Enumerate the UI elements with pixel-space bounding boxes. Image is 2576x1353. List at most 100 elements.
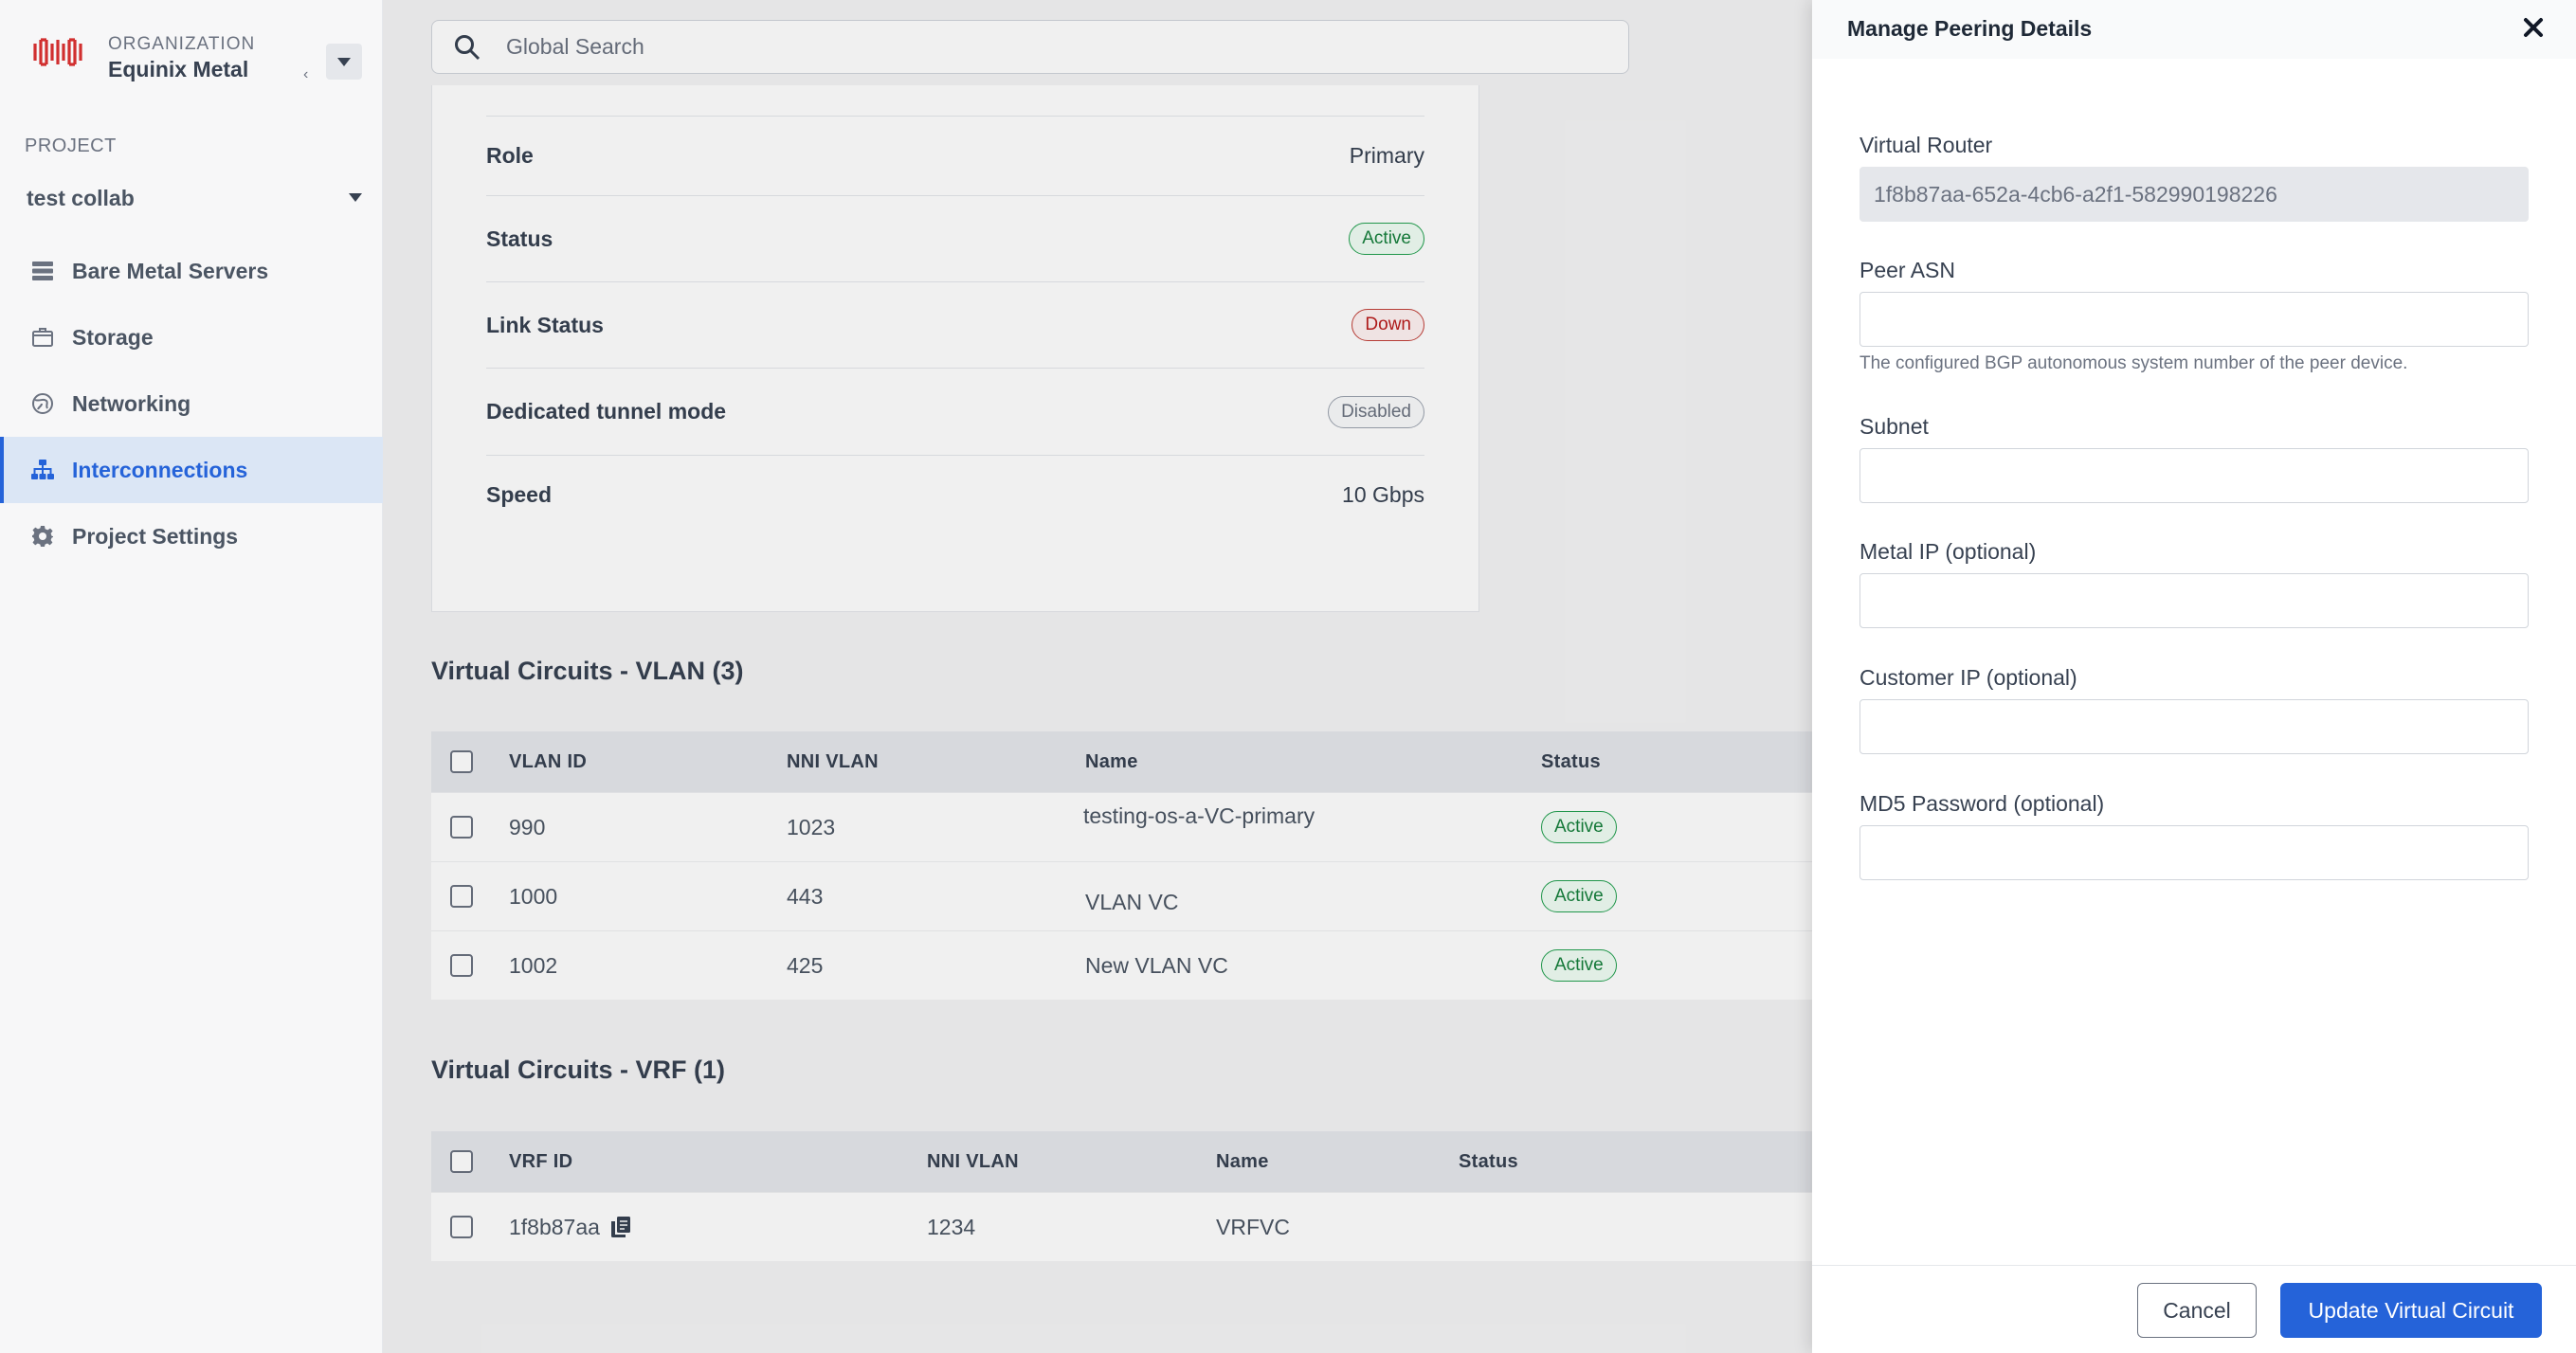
vrf-id: 1f8b87aa	[509, 1214, 600, 1239]
metal-ip-field[interactable]	[1859, 573, 2529, 628]
detail-row-role: Role Primary	[486, 116, 1424, 195]
organization-dropdown-button[interactable]	[326, 44, 362, 80]
copy-icon[interactable]	[610, 1217, 630, 1237]
sidebar-item-label: Project Settings	[72, 523, 239, 549]
sidebar-item-interconnections[interactable]: Interconnections	[0, 437, 383, 503]
row-checkbox[interactable]	[450, 954, 473, 977]
nni-vlan: 1023	[787, 814, 836, 839]
column-header-vrf-id[interactable]: VRF ID	[509, 1150, 573, 1172]
peer-asn-help-text: The configured BGP autonomous system num…	[1859, 353, 2408, 373]
md5-password-field[interactable]	[1859, 825, 2529, 880]
search-icon	[455, 34, 481, 60]
project-caption: PROJECT	[25, 135, 117, 156]
speed-value: 10 Gbps	[1342, 482, 1424, 507]
column-header-name[interactable]: Name	[1085, 750, 1138, 772]
manage-peering-panel: Manage Peering Details Virtual Router Pe…	[1812, 0, 2576, 1353]
customer-ip-label: Customer IP (optional)	[1859, 665, 2077, 690]
detail-label: Status	[486, 226, 553, 251]
nni-vlan: 1234	[927, 1214, 976, 1239]
interconnection-details-card: Role Primary Status Active Link Status D…	[431, 85, 1479, 612]
link-status-badge: Down	[1351, 309, 1424, 341]
row-checkbox[interactable]	[450, 1216, 473, 1238]
sidebar-item-label: Storage	[72, 324, 154, 350]
organization-name: Equinix Metal	[108, 57, 249, 81]
sidebar-item-bare-metal-servers[interactable]: Bare Metal Servers	[0, 238, 383, 304]
tunnel-mode-badge: Disabled	[1328, 395, 1424, 428]
role-value: Primary	[1349, 143, 1424, 168]
vc-name: New VLAN VC	[1085, 952, 1228, 978]
column-header-nni-vlan[interactable]: NNI VLAN	[927, 1150, 1019, 1172]
detail-row-status: Status Active	[486, 195, 1424, 281]
server-icon	[30, 259, 55, 283]
column-header-status[interactable]: Status	[1541, 750, 1601, 772]
sidebar-item-label: Interconnections	[72, 457, 248, 482]
sidebar-item-label: Bare Metal Servers	[72, 258, 269, 283]
project-selector[interactable]: test collab	[27, 180, 362, 216]
equinix-logo	[33, 38, 82, 66]
global-search[interactable]	[431, 20, 1629, 74]
sidebar-item-networking[interactable]: Networking	[0, 370, 383, 437]
panel-footer: Cancel Update Virtual Circuit	[1812, 1265, 2576, 1353]
sidebar-item-storage[interactable]: Storage	[0, 304, 383, 370]
status-badge: Active	[1541, 811, 1617, 843]
sidebar-item-project-settings[interactable]: Project Settings	[0, 503, 383, 569]
select-all-checkbox[interactable]	[450, 750, 473, 773]
detail-label: Speed	[486, 482, 553, 507]
row-checkbox[interactable]	[450, 816, 473, 839]
organization-switcher[interactable]: ORGANIZATION Equinix Metal ‹	[32, 30, 364, 91]
column-header-name[interactable]: Name	[1216, 1150, 1269, 1172]
update-virtual-circuit-button[interactable]: Update Virtual Circuit	[2280, 1283, 2542, 1338]
search-input[interactable]	[506, 34, 1549, 60]
table-row[interactable]: 1002 425 New VLAN VC Active	[431, 930, 2197, 1000]
status-badge: Active	[1349, 223, 1424, 255]
vc-name: VRFVC	[1216, 1214, 1290, 1239]
nni-vlan: 425	[787, 952, 824, 978]
cancel-button[interactable]: Cancel	[2137, 1283, 2257, 1338]
detail-label: Dedicated tunnel mode	[486, 399, 727, 424]
network-icon	[30, 458, 55, 482]
panel-title: Manage Peering Details	[1847, 16, 2093, 41]
vlan-id: 1000	[509, 883, 558, 909]
globe-icon	[30, 391, 55, 416]
detail-row-dedicated-tunnel-mode: Dedicated tunnel mode Disabled	[486, 368, 1424, 455]
select-all-checkbox[interactable]	[450, 1150, 473, 1173]
subnet-label: Subnet	[1859, 414, 1929, 439]
table-row[interactable]: 1000 443 VLAN VC Active	[431, 861, 2197, 930]
table-row[interactable]: 1f8b87aa 1234 VRFVC	[431, 1192, 2197, 1261]
nni-vlan: 443	[787, 883, 824, 909]
column-header-status[interactable]: Status	[1459, 1150, 1518, 1172]
status-badge: Active	[1541, 949, 1617, 982]
vlan-section-title: Virtual Circuits - VLAN (3)	[431, 657, 744, 685]
vc-name: testing-os-a-VC-primary	[1083, 803, 1315, 828]
virtual-router-field	[1859, 167, 2529, 222]
column-header-vlan-id[interactable]: VLAN ID	[509, 750, 588, 772]
organization-marker: ‹	[303, 66, 309, 82]
vlan-id: 1002	[509, 952, 558, 978]
column-header-nni-vlan[interactable]: NNI VLAN	[787, 750, 879, 772]
md5-password-label: MD5 Password (optional)	[1859, 791, 2105, 816]
status-badge: Active	[1541, 880, 1617, 912]
storage-icon	[30, 325, 55, 350]
vrf-section-title: Virtual Circuits - VRF (1)	[431, 1055, 726, 1084]
peer-asn-field[interactable]	[1859, 292, 2529, 347]
caret-down-icon	[349, 193, 362, 202]
detail-label: Link Status	[486, 312, 604, 337]
caret-down-icon	[337, 57, 351, 66]
panel-header: Manage Peering Details	[1812, 0, 2576, 59]
vc-name: VLAN VC	[1085, 889, 1179, 914]
virtual-router-label: Virtual Router	[1859, 133, 1993, 157]
sidebar: ORGANIZATION Equinix Metal ‹ PROJECT tes…	[0, 0, 383, 1353]
sidebar-nav: Bare Metal Servers Storage Networking In…	[0, 238, 383, 569]
row-checkbox[interactable]	[450, 885, 473, 908]
customer-ip-field[interactable]	[1859, 699, 2529, 754]
detail-row-speed: Speed 10 Gbps	[486, 455, 1424, 534]
metal-ip-label: Metal IP (optional)	[1859, 539, 2037, 564]
subnet-field[interactable]	[1859, 448, 2529, 503]
close-icon[interactable]	[2519, 13, 2548, 42]
peer-asn-label: Peer ASN	[1859, 258, 1955, 282]
detail-label: Role	[486, 143, 534, 168]
table-row[interactable]: 990 1023 testing-os-a-VC-primary Active	[431, 792, 2197, 861]
sidebar-item-label: Networking	[72, 390, 191, 416]
gear-icon	[30, 524, 55, 549]
detail-row-link-status: Link Status Down	[486, 281, 1424, 368]
